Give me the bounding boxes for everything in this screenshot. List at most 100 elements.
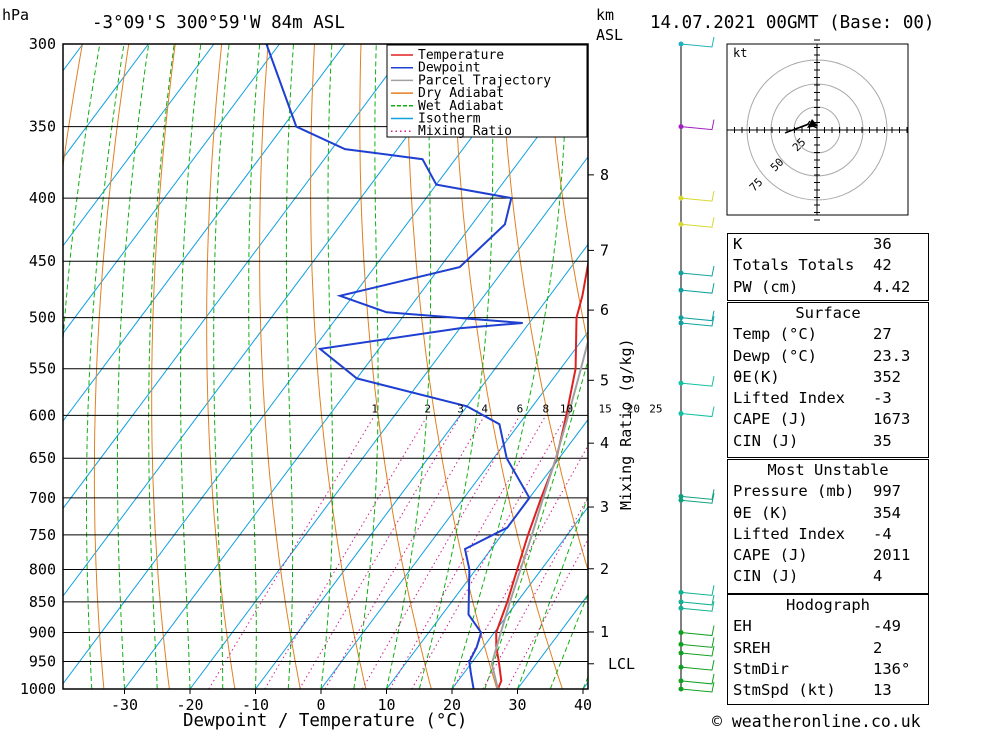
height-tick-label: 6: [600, 301, 609, 319]
isotherm-line: [0, 44, 476, 689]
wet-adiabat-line: [149, 44, 175, 689]
mixing-ratio-label: 1: [371, 402, 378, 415]
wind-barb: [681, 585, 714, 595]
mixing-ratio-label: 8: [543, 402, 550, 415]
index-label: Lifted Index: [728, 388, 873, 409]
table-row: PW (cm)4.42: [728, 277, 928, 298]
pressure-tick-label: 850: [29, 593, 56, 611]
index-value: -4: [873, 524, 928, 545]
wind-barb: [681, 217, 714, 227]
x-axis-title: Dewpoint / Temperature (°C): [183, 711, 467, 731]
index-label: EH: [728, 616, 873, 637]
hodograph-unit: kt: [733, 46, 747, 60]
pressure-tick-label: 700: [29, 489, 56, 507]
pressure-tick-label: 750: [29, 526, 56, 544]
wind-barb: [681, 376, 714, 386]
height-tick-label: 3: [600, 498, 609, 516]
index-label: SREH: [728, 638, 873, 659]
index-label: Pressure (mb): [728, 481, 873, 502]
legend-label: Mixing Ratio: [418, 124, 512, 139]
dry-adiabat-line: [152, 44, 176, 689]
table-row: StmSpd (kt)13: [728, 680, 928, 701]
pressure-tick-label: 300: [29, 35, 56, 53]
table-row: θE (K)354: [728, 503, 928, 524]
index-label: θE (K): [728, 503, 873, 524]
index-label: Dewp (°C): [728, 346, 873, 367]
mixing-ratio-label: 10: [560, 402, 573, 415]
index-value: 4: [873, 566, 928, 587]
height-tick-label: 7: [600, 241, 609, 259]
wind-barb: [681, 120, 714, 130]
hodograph-heading: Hodograph: [728, 595, 928, 616]
wind-barb: [681, 489, 714, 499]
table-row: Lifted Index-4: [728, 524, 928, 545]
most-unstable-table: Most Unstable Pressure (mb)997 θE (K)354…: [727, 459, 929, 594]
index-value: 27: [873, 324, 928, 345]
dry-adiabat-line: [407, 44, 497, 689]
wet-adiabat-line: [117, 44, 148, 689]
wet-adiabat-line: [56, 44, 100, 689]
mixing-ratio-axis-title: Mixing Ratio (g/kg): [617, 338, 635, 510]
index-value: 352: [873, 367, 928, 388]
index-label: Temp (°C): [728, 324, 873, 345]
wet-adiabat-line: [87, 44, 125, 689]
index-label: Totals Totals: [728, 255, 873, 276]
pressure-tick-label: 500: [29, 309, 56, 327]
index-label: K: [728, 234, 873, 255]
table-row: EH-49: [728, 616, 928, 637]
pressure-tick-label: 350: [29, 118, 56, 136]
index-value: 42: [873, 255, 928, 276]
dry-adiabat-line: [260, 44, 301, 689]
pressure-tick-label: 900: [29, 624, 56, 642]
index-value: 23.3: [873, 346, 928, 367]
table-row: Dewp (°C)23.3: [728, 346, 928, 367]
height-tick-label: LCL: [608, 655, 635, 673]
index-label: CAPE (J): [728, 409, 873, 430]
sounding-series: [266, 44, 626, 689]
dry-adiabat-line: [94, 44, 128, 689]
table-row: Pressure (mb)997: [728, 481, 928, 502]
table-row: CAPE (J)1673: [728, 409, 928, 430]
wind-barb: [681, 191, 714, 201]
dry-adiabat-line: [360, 44, 432, 689]
header-hpa: hPa: [2, 6, 29, 24]
index-value: -3: [873, 388, 928, 409]
wet-adiabat-line: [249, 44, 260, 689]
copyright: © weatheronline.co.uk: [712, 712, 921, 731]
header-run: 14.07.2021 00GMT (Base: 00): [650, 13, 934, 33]
mixing-ratio-line: [300, 415, 461, 689]
header-asl: ASL: [596, 26, 623, 44]
mixing-ratio-label: 4: [481, 402, 488, 415]
wind-barb: [681, 407, 714, 417]
mixing-ratio-line: [265, 415, 428, 689]
wind-barb: [681, 595, 714, 605]
pressure-tick-label: 400: [29, 189, 56, 207]
pressure-tick-label: 650: [29, 449, 56, 467]
pressure-tick-label: 600: [29, 406, 56, 424]
table-row: CIN (J)35: [728, 431, 928, 452]
mixing-ratio-label: 2: [424, 402, 431, 415]
mixing-ratio-label: 25: [649, 402, 662, 415]
surface-heading: Surface: [728, 303, 928, 324]
wind-barb: [681, 37, 714, 47]
height-tick-label: 2: [600, 560, 609, 578]
surface-table: Surface Temp (°C)27 Dewp (°C)23.3 θE(K)3…: [727, 302, 929, 458]
index-value: 2: [873, 638, 928, 659]
isotherm-line: [0, 44, 148, 689]
index-label: θE(K): [728, 367, 873, 388]
pressure-tick-label: 1000: [20, 680, 56, 698]
x-tick-label: -30: [111, 696, 138, 714]
index-value: 4.42: [873, 277, 928, 298]
index-label: CAPE (J): [728, 545, 873, 566]
wet-adiabat-line: [419, 44, 492, 689]
isotherm-line: [0, 44, 410, 689]
table-row: Temp (°C)27: [728, 324, 928, 345]
index-value: 35: [873, 431, 928, 452]
index-label: Lifted Index: [728, 524, 873, 545]
wind-barbs: [679, 37, 715, 692]
dry-adiabat-line: [965, 44, 1000, 689]
